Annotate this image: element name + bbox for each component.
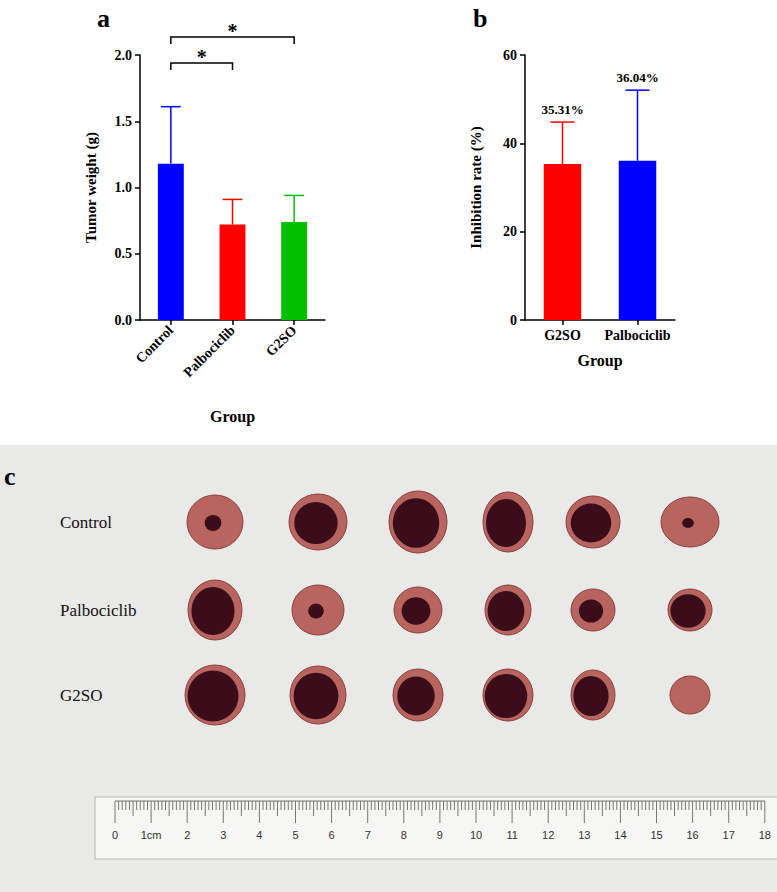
- svg-text:9: 9: [437, 829, 443, 841]
- svg-text:20: 20: [503, 224, 517, 239]
- svg-text:16: 16: [686, 829, 698, 841]
- svg-text:Control: Control: [133, 323, 176, 366]
- svg-text:15: 15: [650, 829, 662, 841]
- svg-text:1.0: 1.0: [115, 180, 133, 195]
- svg-text:Palbociclib: Palbociclib: [604, 328, 670, 343]
- svg-text:18: 18: [759, 829, 771, 841]
- svg-text:Palbociclib: Palbociclib: [180, 323, 237, 380]
- svg-text:35.31%: 35.31%: [541, 102, 583, 117]
- svg-text:3: 3: [220, 829, 226, 841]
- svg-text:1.5: 1.5: [115, 114, 133, 129]
- svg-text:1cm: 1cm: [141, 829, 162, 841]
- svg-text:13: 13: [578, 829, 590, 841]
- svg-text:Group: Group: [210, 408, 255, 426]
- svg-text:Control: Control: [60, 513, 112, 532]
- svg-text:0: 0: [112, 829, 118, 841]
- svg-text:11: 11: [506, 829, 517, 841]
- svg-text:Palbociclib: Palbociclib: [60, 601, 136, 620]
- svg-text:36.04%: 36.04%: [616, 70, 658, 85]
- svg-text:10: 10: [470, 829, 482, 841]
- svg-text:7: 7: [365, 829, 371, 841]
- svg-text:8: 8: [401, 829, 407, 841]
- svg-text:Tumor weight (g): Tumor weight (g): [83, 132, 100, 243]
- svg-text:Group: Group: [577, 352, 622, 370]
- svg-text:b: b: [473, 4, 487, 33]
- svg-text:G2SO: G2SO: [544, 328, 581, 343]
- svg-text:4: 4: [256, 829, 262, 841]
- svg-text:*: *: [228, 20, 238, 42]
- svg-text:12: 12: [542, 829, 554, 841]
- svg-text:60: 60: [503, 48, 517, 63]
- svg-text:2.0: 2.0: [115, 48, 133, 63]
- svg-text:0: 0: [510, 313, 517, 328]
- svg-text:5: 5: [292, 829, 298, 841]
- svg-text:0.0: 0.0: [115, 313, 133, 328]
- svg-text:G2SO: G2SO: [263, 323, 300, 360]
- svg-text:G2SO: G2SO: [60, 686, 103, 705]
- svg-text:*: *: [197, 46, 207, 68]
- svg-text:0.5: 0.5: [115, 246, 133, 261]
- svg-text:6: 6: [329, 829, 335, 841]
- svg-text:Inhibition rate (%): Inhibition rate (%): [468, 126, 485, 249]
- svg-text:17: 17: [723, 829, 735, 841]
- svg-text:c: c: [4, 462, 16, 491]
- svg-text:40: 40: [503, 136, 517, 151]
- svg-text:a: a: [97, 4, 110, 33]
- svg-text:14: 14: [614, 829, 626, 841]
- svg-text:2: 2: [184, 829, 190, 841]
